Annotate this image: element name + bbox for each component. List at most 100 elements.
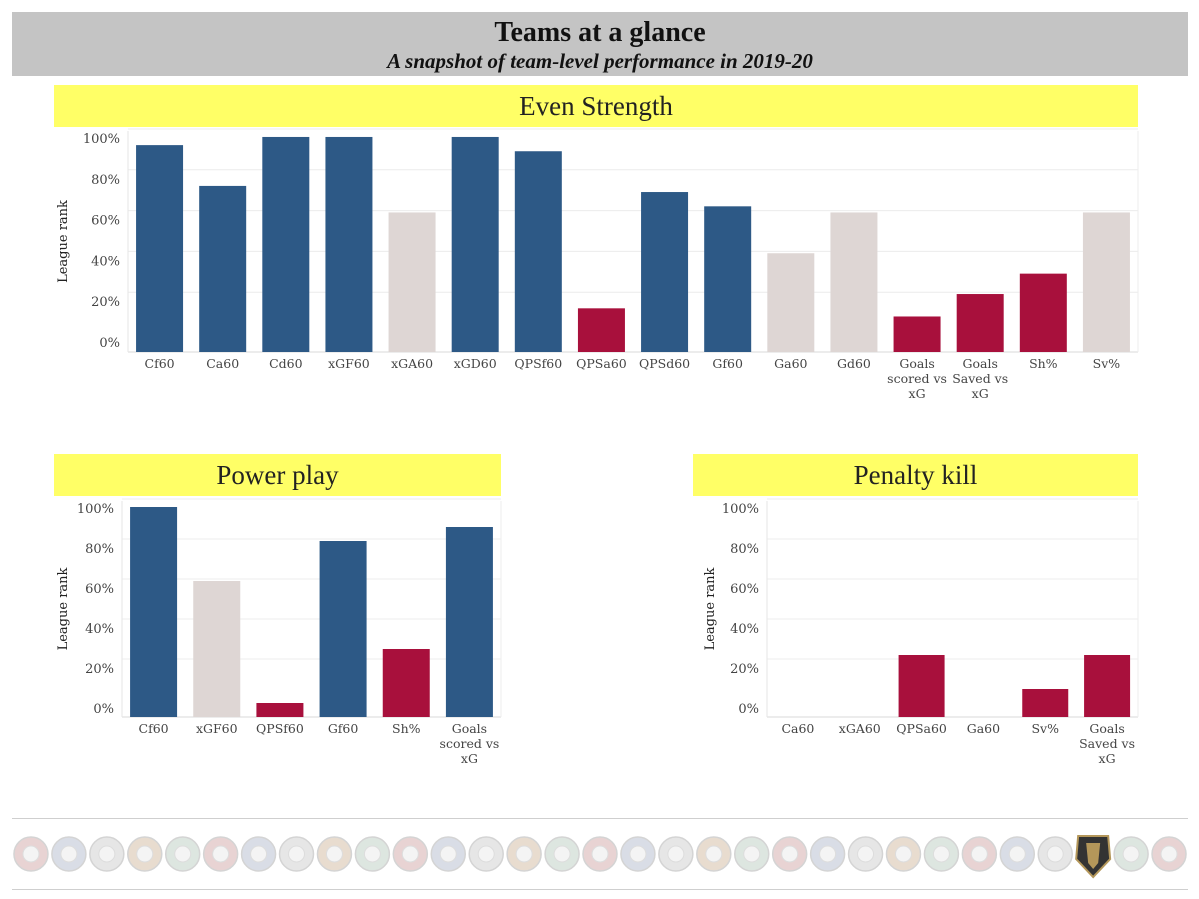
y-tick-label: 0% <box>99 336 120 351</box>
y-tick-label: 60% <box>85 582 114 597</box>
x-tick-label: xG <box>461 751 478 766</box>
x-tick-label: Sv% <box>1093 356 1121 371</box>
x-tick-label: xG <box>972 386 989 401</box>
x-tick-label: Gf60 <box>712 356 743 371</box>
bar <box>898 655 945 717</box>
x-tick-label: QPSf60 <box>256 721 304 736</box>
bar <box>451 136 499 352</box>
bar <box>704 206 752 352</box>
sharks-icon <box>885 836 922 872</box>
canadiens-icon <box>582 836 618 872</box>
x-tick-label: xGA60 <box>839 721 881 736</box>
x-tick-label: xGD60 <box>454 356 497 371</box>
x-tick-label: Goals <box>1089 721 1124 736</box>
bar <box>262 136 310 352</box>
bar <box>893 316 941 352</box>
bar <box>767 253 815 352</box>
x-tick-label: Sh% <box>392 721 421 736</box>
bar <box>514 151 562 352</box>
sabres-icon <box>127 836 163 872</box>
ducks-icon <box>13 836 49 872</box>
page-title: Teams at a glance <box>494 17 706 48</box>
bar <box>130 507 178 717</box>
report-header: Teams at a glance A snapshot of team-lev… <box>12 12 1188 76</box>
y-tick-label: 80% <box>730 542 759 557</box>
bar <box>445 527 493 717</box>
y-tick-label: 0% <box>93 702 114 717</box>
devils-icon <box>620 836 656 872</box>
x-tick-label: xGF60 <box>328 356 370 371</box>
blues-icon <box>923 836 960 872</box>
y-tick-label: 80% <box>91 173 120 188</box>
coyotes-icon <box>51 836 87 872</box>
bar <box>319 541 367 717</box>
oilers-icon <box>430 836 467 872</box>
x-tick-label: scored vs <box>887 371 947 386</box>
hurricanes-icon <box>164 836 201 872</box>
x-tick-label: QPSf60 <box>514 356 562 371</box>
even-strength-title: Even Strength <box>54 85 1138 127</box>
x-tick-label: Cf60 <box>139 721 169 736</box>
even-strength-chart: 0% 20% 40% 60% 80% 100% League rank Cf60 Ca60 Cd6… <box>56 128 1139 401</box>
x-tick-label: xG <box>909 386 926 401</box>
penguins-icon <box>847 836 884 872</box>
team-logo-strip <box>12 818 1188 890</box>
bruins-icon <box>89 836 125 872</box>
x-tick-label: xG <box>1099 751 1116 766</box>
bar <box>1082 212 1130 352</box>
y-tick-label: 20% <box>85 662 114 677</box>
y-axis-label: League rank <box>56 567 71 650</box>
bar <box>1019 273 1067 352</box>
predators-icon <box>658 836 694 872</box>
goldenknights-icon <box>1075 835 1112 879</box>
senators-icon <box>771 836 808 872</box>
x-tick-label: xGA60 <box>391 356 433 371</box>
flames-icon <box>240 836 277 872</box>
flyers-icon <box>809 836 846 872</box>
bar <box>256 703 304 717</box>
x-tick-label: Goals <box>452 721 487 736</box>
penalty-kill-title: Penalty kill <box>693 454 1138 496</box>
page-subtitle: A snapshot of team-level performance in … <box>387 49 813 73</box>
x-tick-label: scored vs <box>440 736 500 751</box>
y-tick-label: 20% <box>91 295 120 310</box>
islanders-icon <box>696 836 732 872</box>
avalanche-icon <box>316 836 353 872</box>
stars-icon <box>354 836 391 872</box>
y-tick-label: 40% <box>91 254 120 269</box>
y-tick-label: 20% <box>730 662 759 677</box>
x-tick-label: Cf60 <box>145 356 175 371</box>
y-axis-label: League rank <box>56 200 71 283</box>
x-tick-label: xGF60 <box>196 721 238 736</box>
bar <box>1084 655 1131 717</box>
blackhawks-icon <box>278 836 315 872</box>
y-tick-label: 40% <box>730 622 759 637</box>
x-tick-label: Goals <box>899 356 934 371</box>
x-tick-label: QPSd60 <box>639 356 690 371</box>
bar <box>382 649 430 717</box>
x-tick-label: Cd60 <box>269 356 303 371</box>
x-tick-label: Goals <box>962 356 997 371</box>
x-tick-label: Saved vs <box>1079 736 1135 751</box>
y-tick-label: 60% <box>730 582 759 597</box>
bar <box>641 192 689 352</box>
bar <box>577 308 625 352</box>
bar <box>193 581 241 717</box>
canucks-icon <box>1037 836 1073 872</box>
panthers-icon <box>468 836 504 872</box>
x-tick-label: QPSa60 <box>896 721 947 736</box>
x-tick-label: Gd60 <box>837 356 871 371</box>
x-tick-label: Ga60 <box>774 356 807 371</box>
bar <box>136 145 184 352</box>
x-tick-label: Ga60 <box>967 721 1000 736</box>
x-tick-label: Sv% <box>1031 721 1059 736</box>
y-tick-label: 100% <box>722 502 759 517</box>
y-tick-label: 40% <box>85 622 114 637</box>
bar <box>956 294 1004 352</box>
x-tick-label: Gf60 <box>328 721 359 736</box>
y-tick-label: 100% <box>77 502 114 517</box>
y-tick-label: 60% <box>91 214 120 229</box>
bar <box>199 185 247 352</box>
y-tick-label: 80% <box>85 542 114 557</box>
power-play-title: Power play <box>54 454 501 496</box>
